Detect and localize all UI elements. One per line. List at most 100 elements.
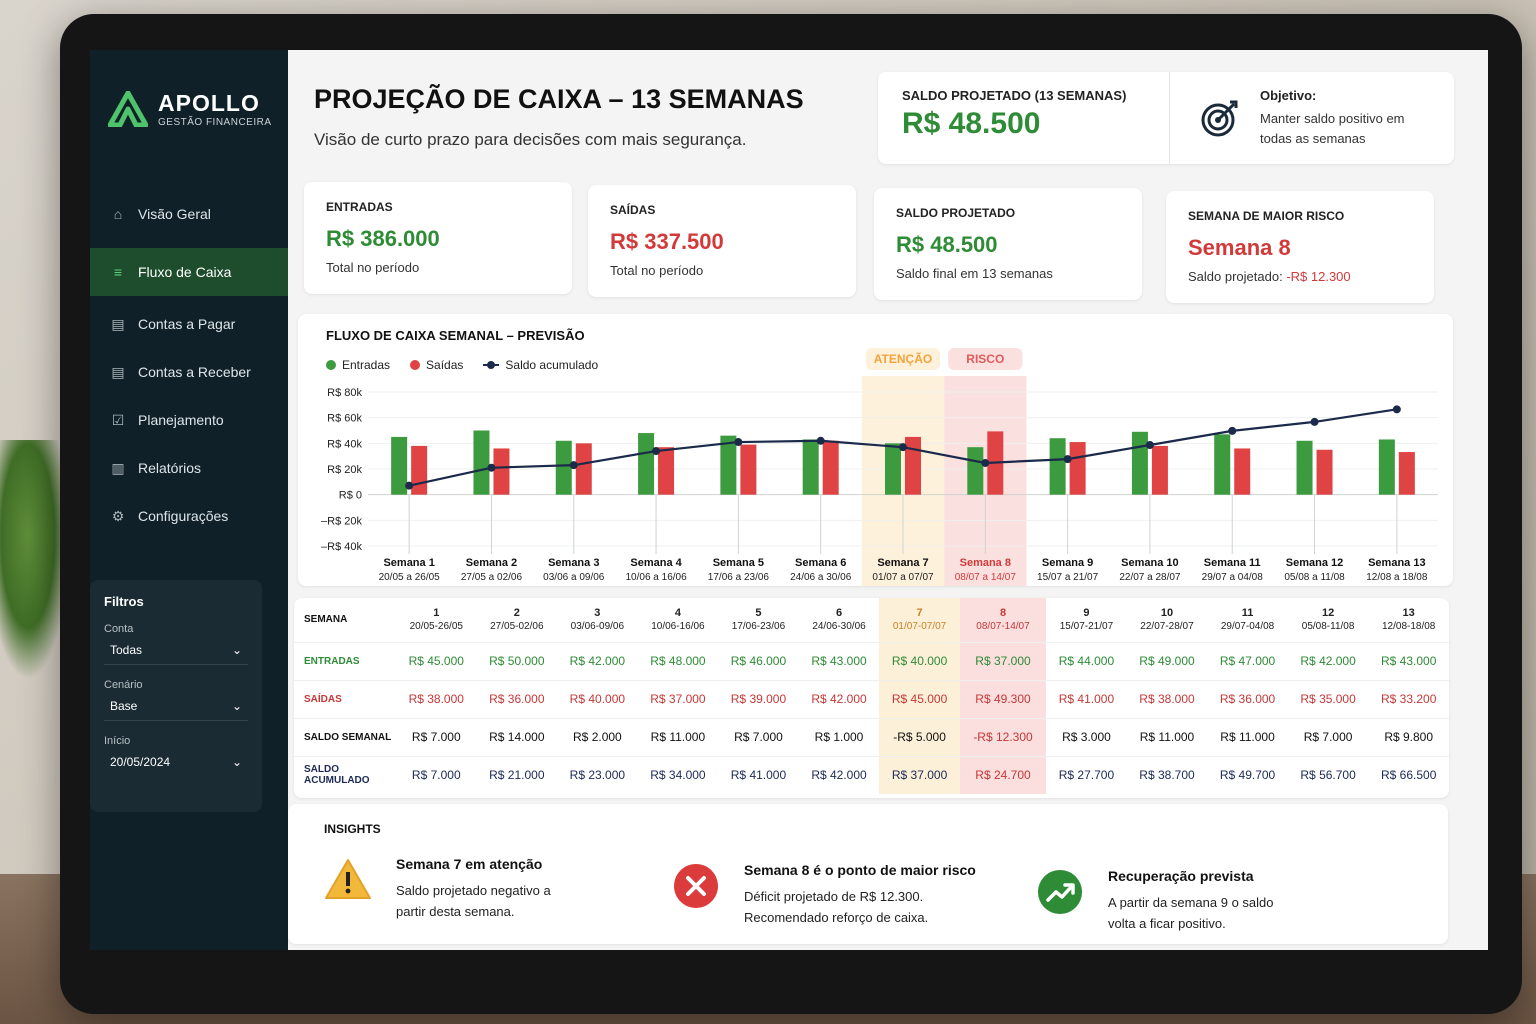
bar-saidas <box>1151 445 1168 495</box>
table-row-label: SALDO SEMANAL <box>294 717 396 756</box>
x-tick-date: 17/06 a 23/06 <box>708 572 770 583</box>
highlight-column <box>861 376 945 586</box>
insight-desc: A partir da semana 9 o saldo volta a fic… <box>1108 895 1274 931</box>
target-icon <box>1201 100 1238 137</box>
x-tick-date: 27/05 a 02/06 <box>461 572 523 583</box>
table-week-header: 8 08/07-14/07 <box>959 598 1047 642</box>
kpi-subtext: Total no período <box>610 263 704 278</box>
filter-conta-select[interactable]: Todas ⌄ <box>104 635 248 665</box>
highlight-tag-label: RISCO <box>966 352 1004 366</box>
bar-entradas <box>1131 431 1148 495</box>
calendar-check-icon: ☑ <box>111 412 125 428</box>
bar-saidas <box>411 445 428 495</box>
table-row: SAÍDAS R$ 38.000 R$ 36.000 R$ 40.000 R$ 37.0… <box>294 679 1449 718</box>
sidebar-item-fluxo-de-caixa[interactable]: ≡ Fluxo de Caixa <box>90 248 288 296</box>
table-cell: -R$ 12.300 <box>959 717 1047 756</box>
table-week-header: 13 12/08-18/08 <box>1381 606 1436 632</box>
sidebar-item-label: Visão Geral <box>138 206 211 222</box>
table-week-header: 7 01/07-07/07 <box>879 598 960 642</box>
insight-title: Recuperação prevista <box>1108 868 1254 884</box>
highlight-tag <box>865 348 941 370</box>
table-cell: R$ 38.000 <box>1126 679 1208 718</box>
table-cell: R$ 46.000 <box>718 641 799 680</box>
table-week-header: 11 29/07-04/08 <box>1220 606 1275 632</box>
point-saldo-acumulado <box>981 458 990 467</box>
table-row: SALDO ACUMULADO R$ 7.000 R$ 21.000 R$ 23.00… <box>294 755 1449 794</box>
y-tick-label: R$ 60k <box>327 413 362 425</box>
table-cell: R$ 50.000 <box>476 641 558 680</box>
table-cell: R$ 23.000 <box>557 755 638 794</box>
objective-title: Objetivo: <box>1260 87 1317 103</box>
sidebar-item-label: Planejamento <box>138 412 224 428</box>
sidebar-item-contas-a-pagar[interactable]: ▤ Contas a Pagar <box>90 300 288 348</box>
table-header-semana: SEMANA <box>304 614 348 626</box>
insight-title: Semana 8 é o ponto de maior risco <box>744 862 976 878</box>
projected-balance-value: R$ 48.500 <box>902 107 1041 140</box>
kpi-card-1: ENTRADAS R$ 386.000 Total no período <box>304 182 572 294</box>
x-tick-label: Semana 1 <box>383 557 434 569</box>
table-cell: R$ 1.000 <box>798 717 880 756</box>
point-saldo-acumulado <box>487 463 496 472</box>
table-cell: R$ 35.000 <box>1287 679 1369 718</box>
x-tick-date: 22/07 a 28/07 <box>1119 572 1181 583</box>
point-saldo-acumulado <box>1145 441 1154 450</box>
bar-saidas <box>1234 448 1251 495</box>
filters-panel: Filtros Conta Todas ⌄ Cenário Base ⌄ Iní… <box>90 580 262 812</box>
table-cell: R$ 40.000 <box>557 679 638 718</box>
brand-subtitle: GESTÃO FINANCEIRA <box>158 117 272 128</box>
table-cell: R$ 44.000 <box>1046 641 1127 680</box>
legend-entradas: Entradas <box>326 358 390 372</box>
chevron-down-icon: ⌄ <box>231 642 242 657</box>
warning-icon <box>325 859 371 899</box>
brand[interactable]: APOLLO GESTÃO FINANCEIRA <box>108 90 272 128</box>
kpi-value: R$ 386.000 <box>326 226 440 251</box>
table-cell: R$ 14.000 <box>476 717 558 756</box>
kpi-value: R$ 48.500 <box>896 232 998 257</box>
table-cell: R$ 3.000 <box>1046 717 1127 756</box>
bar-saidas <box>740 444 757 495</box>
table-cell: R$ 9.800 <box>1368 717 1449 756</box>
filters-title: Filtros <box>104 594 144 609</box>
table-row-label: SAÍDAS <box>294 679 396 718</box>
sidebar-item-planejamento[interactable]: ☑ Planejamento <box>90 396 288 444</box>
legend-saldo-acumulado: Saldo acumulado <box>483 358 598 372</box>
cashflow-chart-card: FLUXO DE CAIXA SEMANAL – PREVISÃO Entrad… <box>298 314 1453 586</box>
sidebar-item-visão-geral[interactable]: ⌂ Visão Geral <box>90 190 288 238</box>
x-tick-date: 05/08 a 11/08 <box>1284 572 1345 583</box>
filter-cenario-select[interactable]: Base ⌄ <box>104 691 248 721</box>
x-tick-date: 08/07 a 14/07 <box>955 572 1017 583</box>
kpi-label: ENTRADAS <box>326 200 393 214</box>
point-saldo-acumulado <box>816 436 825 445</box>
objective-description: Manter saldo positivo em todas as semana… <box>1260 110 1405 146</box>
table-week-header: 1 20/05-26/05 <box>409 606 463 632</box>
bar-entradas <box>1296 440 1313 495</box>
x-tick-date: 20/05 a 26/05 <box>379 572 441 583</box>
table-cell: R$ 7.000 <box>396 755 477 794</box>
table-row: ENTRADAS R$ 45.000 R$ 50.000 R$ 42.000 R$ 48… <box>294 641 1449 680</box>
table-week-header: 2 27/05-02/06 <box>490 606 544 632</box>
table-cell: R$ 41.000 <box>718 755 799 794</box>
bar-saidas <box>575 443 592 495</box>
table-week-header: 12 05/08-11/08 <box>1301 606 1355 632</box>
y-tick-label: R$ 20k <box>327 464 362 476</box>
table-cell: R$ 11.000 <box>1126 717 1208 756</box>
point-saldo-acumulado <box>1392 405 1401 414</box>
sidebar-item-relatórios[interactable]: ▥ Relatórios <box>90 444 288 492</box>
filter-inicio-select[interactable]: 20/05/2024 ⌄ <box>104 747 248 777</box>
x-tick-label: Semana 6 <box>795 557 846 569</box>
sidebar-item-configurações[interactable]: ⚙ Configurações <box>90 492 288 540</box>
y-tick-label: R$ 80k <box>327 387 362 399</box>
table-cell: R$ 38.000 <box>396 679 477 718</box>
bar-entradas <box>1049 438 1066 495</box>
sidebar-item-contas-a-receber[interactable]: ▤ Contas a Receber <box>90 348 288 396</box>
sidebar-item-label: Configurações <box>138 508 229 524</box>
chevron-down-icon: ⌄ <box>231 755 242 769</box>
y-tick-label: –R$ 20k <box>321 515 362 527</box>
cashflow-chart: ATENÇÃO RISCO R$ 80k R$ 60k R$ 40k R$ 20k R$ 0… <box>321 348 1438 586</box>
table-cell: R$ 33.200 <box>1368 679 1449 718</box>
gear-icon: ⚙ <box>111 508 125 524</box>
kpi-sub-value: -R$ 12.300 <box>1286 269 1351 284</box>
table-cell: R$ 42.000 <box>798 679 880 718</box>
bar-saidas <box>822 440 839 495</box>
table-cell: R$ 48.000 <box>637 641 719 680</box>
